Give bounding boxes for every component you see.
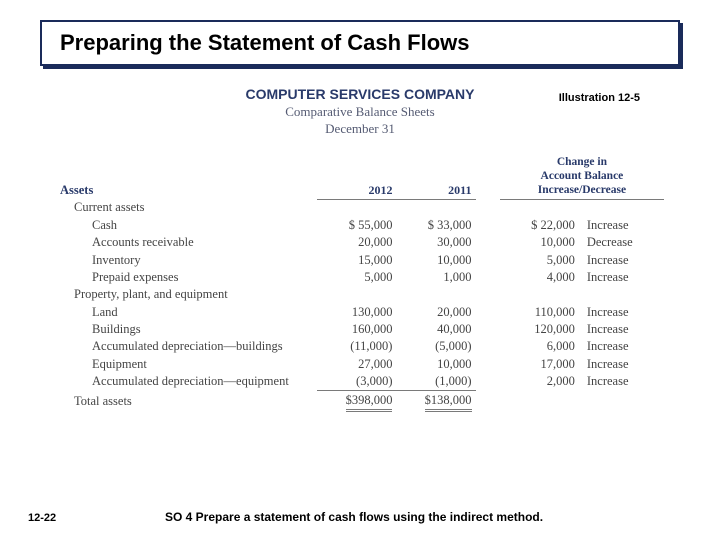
row-direction: Increase xyxy=(579,304,664,321)
table-row: Buildings 160,000 40,000 120,000 Increas… xyxy=(56,321,664,338)
row-direction: Increase xyxy=(579,356,664,373)
section-ppe: Property, plant, and equipment xyxy=(56,286,664,303)
study-objective: SO 4 Prepare a statement of cash flows u… xyxy=(165,510,690,524)
row-label: Prepaid expenses xyxy=(56,269,317,286)
table-row: Inventory 15,000 10,000 5,000 Increase xyxy=(56,251,664,268)
row-2011: 30,000 xyxy=(396,234,475,251)
section-label: Current assets xyxy=(56,199,317,216)
title-banner: Preparing the Statement of Cash Flows xyxy=(40,20,680,66)
row-change: 6,000 xyxy=(500,338,579,355)
row-2012: 20,000 xyxy=(317,234,396,251)
balance-sheet: COMPUTER SERVICES COMPANY Comparative Ba… xyxy=(56,86,664,413)
row-2011: 1,000 xyxy=(396,269,475,286)
row-change: 120,000 xyxy=(500,321,579,338)
total-row: Total assets $398,000 $138,000 xyxy=(56,391,664,413)
change-line3: Increase/Decrease xyxy=(538,184,626,196)
table-row: Accumulated depreciation—equipment (3,00… xyxy=(56,373,664,391)
row-direction: Increase xyxy=(579,217,664,234)
row-2012: (3,000) xyxy=(317,373,396,391)
col-2011: 2011 xyxy=(396,155,475,199)
sheet-subtitle-1: Comparative Balance Sheets xyxy=(56,104,664,120)
row-label: Inventory xyxy=(56,251,317,268)
row-2012: 160,000 xyxy=(317,321,396,338)
row-2011: 40,000 xyxy=(396,321,475,338)
row-label: Accumulated depreciation—buildings xyxy=(56,338,317,355)
col-change: Change in Account Balance Increase/Decre… xyxy=(500,155,664,199)
row-2011: $ 33,000 xyxy=(396,217,475,234)
total-2011: $138,000 xyxy=(396,391,475,413)
total-2012: $398,000 xyxy=(317,391,396,413)
row-change: 2,000 xyxy=(500,373,579,391)
row-direction: Decrease xyxy=(579,234,664,251)
row-label: Buildings xyxy=(56,321,317,338)
row-2012: 5,000 xyxy=(317,269,396,286)
row-2011: (1,000) xyxy=(396,373,475,391)
row-direction: Increase xyxy=(579,338,664,355)
row-label: Equipment xyxy=(56,356,317,373)
row-2011: 10,000 xyxy=(396,356,475,373)
row-2012: $ 55,000 xyxy=(317,217,396,234)
row-change: 5,000 xyxy=(500,251,579,268)
col-2012: 2012 xyxy=(317,155,396,199)
section-label: Property, plant, and equipment xyxy=(56,286,317,303)
page-number: 12-22 xyxy=(28,512,56,524)
table-row: Accounts receivable 20,000 30,000 10,000… xyxy=(56,234,664,251)
change-line2: Account Balance xyxy=(541,170,624,182)
row-change: 17,000 xyxy=(500,356,579,373)
row-2011: (5,000) xyxy=(396,338,475,355)
section-current: Current assets xyxy=(56,199,664,216)
row-change: 4,000 xyxy=(500,269,579,286)
assets-header: Assets xyxy=(56,155,317,199)
row-change: 110,000 xyxy=(500,304,579,321)
page-title: Preparing the Statement of Cash Flows xyxy=(60,30,470,56)
row-change: $ 22,000 xyxy=(500,217,579,234)
row-direction: Increase xyxy=(579,321,664,338)
col-gap xyxy=(476,155,500,199)
balance-table: Assets 2012 2011 Change in Account Balan… xyxy=(56,155,664,413)
row-label: Accounts receivable xyxy=(56,234,317,251)
company-name: COMPUTER SERVICES COMPANY xyxy=(56,86,664,102)
row-2012: 15,000 xyxy=(317,251,396,268)
table-row: Accumulated depreciation—buildings (11,0… xyxy=(56,338,664,355)
row-2011: 20,000 xyxy=(396,304,475,321)
table-row: Land 130,000 20,000 110,000 Increase xyxy=(56,304,664,321)
row-label: Cash xyxy=(56,217,317,234)
change-line1: Change in xyxy=(557,156,607,168)
header-row: Assets 2012 2011 Change in Account Balan… xyxy=(56,155,664,199)
table-row: Equipment 27,000 10,000 17,000 Increase xyxy=(56,356,664,373)
row-direction: Increase xyxy=(579,373,664,391)
row-2012: 27,000 xyxy=(317,356,396,373)
row-direction: Increase xyxy=(579,269,664,286)
table-row: Cash $ 55,000 $ 33,000 $ 22,000 Increase xyxy=(56,217,664,234)
table-row: Prepaid expenses 5,000 1,000 4,000 Incre… xyxy=(56,269,664,286)
row-2011: 10,000 xyxy=(396,251,475,268)
sheet-subtitle-2: December 31 xyxy=(56,121,664,137)
row-label: Land xyxy=(56,304,317,321)
row-change: 10,000 xyxy=(500,234,579,251)
row-direction: Increase xyxy=(579,251,664,268)
row-label: Accumulated depreciation—equipment xyxy=(56,373,317,391)
row-2012: 130,000 xyxy=(317,304,396,321)
row-2012: (11,000) xyxy=(317,338,396,355)
total-label: Total assets xyxy=(56,391,317,413)
